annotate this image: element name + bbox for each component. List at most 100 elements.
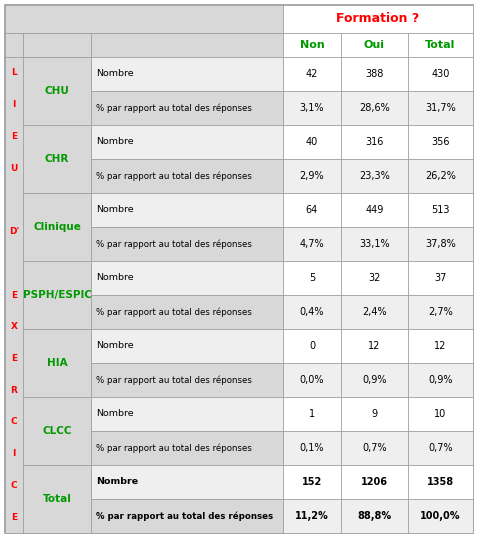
Text: Nombre: Nombre xyxy=(96,206,133,214)
Text: 23,3%: 23,3% xyxy=(359,171,390,181)
Bar xyxy=(341,91,408,125)
Text: 513: 513 xyxy=(431,205,450,215)
Text: 2,9%: 2,9% xyxy=(300,171,324,181)
Text: Clinique: Clinique xyxy=(33,222,81,232)
Bar xyxy=(408,227,473,261)
Text: % par rapport au total des réponses: % par rapport au total des réponses xyxy=(96,375,252,385)
Text: U: U xyxy=(10,163,18,173)
Bar xyxy=(91,193,283,227)
Bar xyxy=(341,431,408,465)
Text: 0,7%: 0,7% xyxy=(362,443,387,453)
Text: 430: 430 xyxy=(432,69,450,79)
Bar xyxy=(91,33,283,57)
Text: Nombre: Nombre xyxy=(96,138,133,146)
Text: R: R xyxy=(11,386,17,395)
Text: 1358: 1358 xyxy=(427,477,454,487)
Bar xyxy=(283,329,341,363)
Bar xyxy=(408,295,473,329)
Bar xyxy=(408,57,473,91)
Bar xyxy=(408,363,473,397)
Text: Total: Total xyxy=(43,494,72,504)
Bar xyxy=(341,125,408,159)
Bar xyxy=(283,363,341,397)
Text: 0,0%: 0,0% xyxy=(300,375,324,385)
Bar xyxy=(341,159,408,193)
Bar xyxy=(91,499,283,533)
Bar xyxy=(283,227,341,261)
Text: E: E xyxy=(11,512,17,522)
Text: 40: 40 xyxy=(306,137,318,147)
Bar xyxy=(5,5,283,33)
Bar xyxy=(283,125,341,159)
Bar xyxy=(408,91,473,125)
Bar xyxy=(91,159,283,193)
Text: 12: 12 xyxy=(368,341,381,351)
Text: 0: 0 xyxy=(309,341,315,351)
Bar xyxy=(23,57,91,125)
Text: E: E xyxy=(11,132,17,141)
Bar xyxy=(283,499,341,533)
Bar xyxy=(23,329,91,397)
Text: 31,7%: 31,7% xyxy=(425,103,456,113)
Text: 2,4%: 2,4% xyxy=(362,307,387,317)
Bar xyxy=(91,329,283,363)
Text: 12: 12 xyxy=(434,341,447,351)
Bar xyxy=(283,261,341,295)
Bar xyxy=(5,57,23,533)
Text: % par rapport au total des réponses: % par rapport au total des réponses xyxy=(96,443,252,453)
Text: 152: 152 xyxy=(302,477,322,487)
Bar xyxy=(283,5,473,33)
Text: % par rapport au total des réponses: % par rapport au total des réponses xyxy=(96,171,252,181)
Text: CHU: CHU xyxy=(45,86,70,96)
Text: 388: 388 xyxy=(365,69,384,79)
Bar xyxy=(341,227,408,261)
Text: 11,2%: 11,2% xyxy=(295,511,329,521)
Bar xyxy=(283,465,341,499)
Bar xyxy=(283,91,341,125)
Bar xyxy=(91,431,283,465)
Bar xyxy=(408,499,473,533)
Bar xyxy=(341,33,408,57)
Bar xyxy=(23,261,91,329)
Bar xyxy=(91,397,283,431)
Bar xyxy=(283,193,341,227)
Bar xyxy=(408,193,473,227)
Text: L: L xyxy=(11,68,17,77)
Text: Nombre: Nombre xyxy=(96,409,133,419)
Text: I: I xyxy=(12,100,16,109)
Text: CHR: CHR xyxy=(45,154,69,164)
Bar xyxy=(408,33,473,57)
Text: Total: Total xyxy=(425,40,456,50)
Bar xyxy=(23,397,91,465)
Text: 100,0%: 100,0% xyxy=(420,511,461,521)
Bar xyxy=(283,57,341,91)
Text: 42: 42 xyxy=(306,69,318,79)
Text: 449: 449 xyxy=(365,205,384,215)
Text: Formation ?: Formation ? xyxy=(336,13,420,26)
Text: 356: 356 xyxy=(431,137,450,147)
Text: X: X xyxy=(11,322,17,331)
Text: 0,9%: 0,9% xyxy=(362,375,387,385)
Text: Nombre: Nombre xyxy=(96,341,133,351)
Bar xyxy=(91,227,283,261)
Bar xyxy=(341,261,408,295)
Text: 1: 1 xyxy=(309,409,315,419)
Text: 37,8%: 37,8% xyxy=(425,239,456,249)
Bar xyxy=(341,465,408,499)
Text: Nombre: Nombre xyxy=(96,477,138,487)
Text: Nombre: Nombre xyxy=(96,70,133,78)
Text: Non: Non xyxy=(300,40,324,50)
Text: 37: 37 xyxy=(434,273,447,283)
Text: 10: 10 xyxy=(434,409,446,419)
Bar xyxy=(341,329,408,363)
Text: 2,7%: 2,7% xyxy=(428,307,453,317)
Bar xyxy=(91,261,283,295)
Bar xyxy=(283,397,341,431)
Text: D': D' xyxy=(9,227,19,236)
Bar xyxy=(23,125,91,193)
Bar xyxy=(341,193,408,227)
Text: 1206: 1206 xyxy=(361,477,388,487)
Bar xyxy=(408,329,473,363)
Bar xyxy=(408,261,473,295)
Text: 0,1%: 0,1% xyxy=(300,443,324,453)
